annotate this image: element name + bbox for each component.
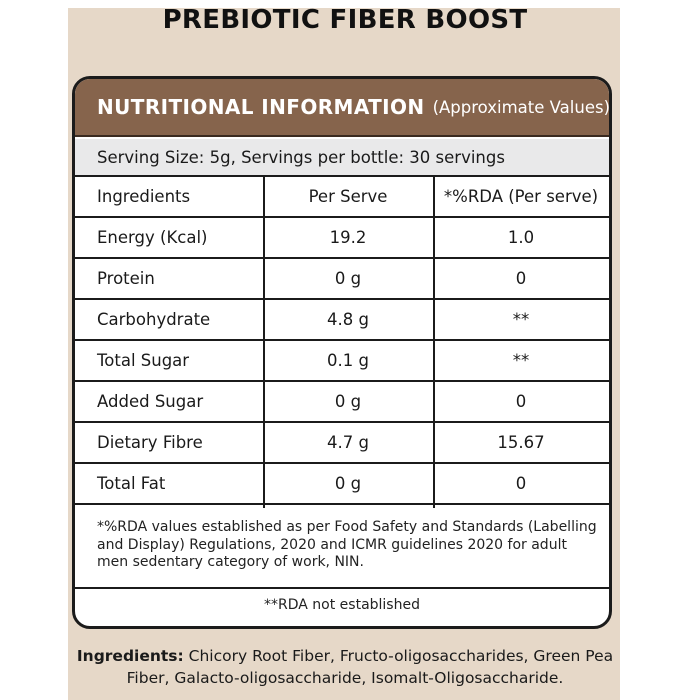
ingredients-label: Ingredients: [76, 647, 184, 665]
row-nutrient: Total Fat [97, 474, 166, 493]
row-rda: ** [512, 310, 530, 329]
row-rda: 0 [515, 269, 527, 288]
row-nutrient: Protein [97, 269, 155, 288]
row-per-serve: 0.1 g [327, 351, 369, 370]
nutrition-subheading: (Approximate Values) [432, 97, 611, 117]
row-nutrient: Total Sugar [97, 351, 190, 370]
table-header-row: Ingredients Per Serve *%RDA (Per serve) [75, 177, 609, 218]
row-rda: ** [512, 351, 530, 370]
serving-size: Serving Size: 5g, Servings per bottle: 3… [75, 139, 609, 177]
ingredients-text: Chicory Root Fiber, Fructo-oligosacchari… [126, 647, 614, 687]
table-row: Protein 0 g 0 [75, 259, 609, 300]
column-divider [433, 177, 435, 508]
ingredients-list: Ingredients: Chicory Root Fiber, Fructo-… [60, 645, 630, 689]
row-rda: 1.0 [507, 228, 535, 247]
row-nutrient: Carbohydrate [97, 310, 211, 329]
row-per-serve: 0 g [334, 392, 362, 411]
nutrition-panel: NUTRITIONAL INFORMATION (Approximate Val… [72, 76, 612, 629]
row-nutrient: Dietary Fibre [97, 433, 203, 452]
product-title: PREBIOTIC FIBER BOOST [162, 5, 528, 35]
row-per-serve: 4.8 g [327, 310, 369, 329]
row-nutrient: Added Sugar [97, 392, 204, 411]
table-row: Added Sugar 0 g 0 [75, 382, 609, 423]
rda-not-established-note: **RDA not established [264, 597, 420, 613]
row-rda: 0 [515, 474, 527, 493]
table-row: Dietary Fibre 4.7 g 15.67 [75, 423, 609, 464]
footnote-divider [75, 587, 609, 589]
column-header-rda: *%RDA (Per serve) [443, 187, 599, 206]
table-row: Carbohydrate 4.8 g ** [75, 300, 609, 341]
row-per-serve: 4.7 g [327, 433, 369, 452]
rda-footnote: *%RDA values established as per Food Saf… [97, 519, 597, 570]
row-rda: 15.67 [497, 433, 545, 452]
table-row: Energy (Kcal) 19.2 1.0 [75, 218, 609, 259]
nutrition-header: NUTRITIONAL INFORMATION (Approximate Val… [75, 79, 609, 137]
row-per-serve: 19.2 [329, 228, 367, 247]
nutrition-heading: NUTRITIONAL INFORMATION [97, 95, 425, 119]
column-header-ingredients: Ingredients [97, 187, 191, 206]
column-header-per-serve: Per Serve [308, 187, 388, 206]
column-divider [263, 177, 265, 508]
row-per-serve: 0 g [334, 474, 362, 493]
row-nutrient: Energy (Kcal) [97, 228, 208, 247]
row-per-serve: 0 g [334, 269, 362, 288]
table-row: Total Fat 0 g 0 [75, 464, 609, 505]
row-rda: 0 [515, 392, 527, 411]
table-row: Total Sugar 0.1 g ** [75, 341, 609, 382]
